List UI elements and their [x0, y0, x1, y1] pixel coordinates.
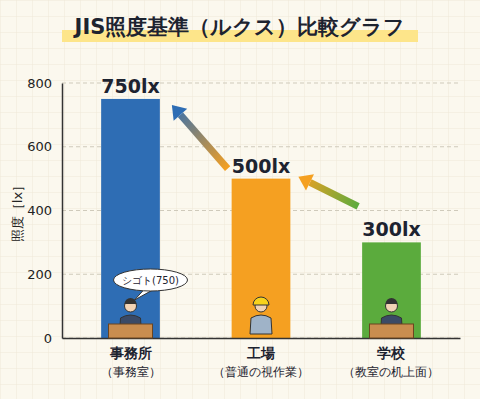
x-axis: 事務所 （事務室） 工場 （普通の視作業） 学校 （教室の机上面） [63, 338, 461, 379]
annotation-text: シゴト(750) [122, 275, 179, 286]
person-icon [369, 298, 413, 338]
x-sub-label: （事務室） [101, 365, 161, 379]
person-icon [250, 297, 272, 334]
bar [362, 242, 421, 338]
data-label: 500lx [232, 155, 290, 177]
y-tick: 600 [27, 139, 62, 154]
bar [232, 179, 291, 338]
y-tick: 200 [27, 267, 62, 282]
y-tick-label: 200 [27, 267, 52, 282]
chart: JIS照度基準（ルクス）比較グラフ 0 200 400 600 800 事務所 （事務室） 工場… [0, 0, 480, 399]
data-labels: 750lx 500lx 300lx [101, 75, 420, 240]
arrow [298, 174, 358, 206]
grid [62, 83, 460, 338]
x-sub-label: （普通の視作業） [213, 365, 309, 379]
x-tick-label: 工場 [246, 345, 275, 361]
arrow-head [172, 105, 187, 121]
icon-desk [369, 324, 413, 338]
x-tick-label: 学校 [377, 345, 406, 361]
y-axis-line [62, 84, 64, 339]
x-sub-label: （教室の机上面） [343, 365, 439, 379]
bar [101, 99, 160, 338]
icon-hair [385, 298, 397, 304]
icon-hair [125, 298, 137, 304]
arrow [172, 105, 228, 169]
y-axis-title: 照度［lx］ [10, 179, 25, 242]
arrow-shaft [180, 115, 227, 169]
person-icon [109, 298, 153, 338]
y-tick-label: 400 [27, 203, 52, 218]
y-tick: 0 [44, 331, 62, 346]
bubble [114, 269, 188, 291]
data-label: 300lx [362, 218, 420, 240]
arrow-shaft [310, 182, 358, 206]
title-group: JIS照度基準（ルクス）比較グラフ [62, 15, 418, 42]
icon-helmet [253, 297, 269, 305]
plot: 0 200 400 600 800 事務所 （事務室） 工場 （普通の視作業） 学校 （教室の机上面… [27, 75, 460, 379]
y-axis: 0 200 400 600 800 [27, 76, 62, 346]
data-label: 750lx [101, 75, 159, 97]
annotation: シゴト(750) [114, 269, 188, 300]
icon-body [250, 315, 272, 334]
arrow-head [298, 174, 314, 190]
x-tick-label: 事務所 [109, 345, 152, 361]
y-tick-label: 800 [27, 76, 52, 91]
background [0, 0, 480, 399]
x-tick: 学校 （教室の机上面） [343, 338, 439, 379]
y-tick-label: 600 [27, 139, 52, 154]
x-tick: 工場 （普通の視作業） [213, 338, 309, 379]
x-tick: 事務所 （事務室） [101, 338, 161, 379]
y-tick: 400 [27, 203, 62, 218]
title: JIS照度基準（ルクス）比較グラフ [73, 15, 406, 39]
y-tick-label: 0 [44, 331, 52, 346]
y-tick: 800 [27, 76, 62, 91]
icon-desk [109, 324, 153, 338]
bars [101, 99, 421, 338]
